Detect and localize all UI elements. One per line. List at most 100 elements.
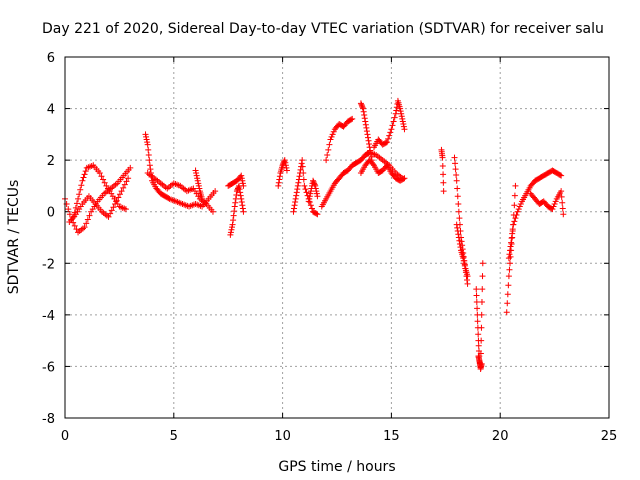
data-point-arc-w — [508, 239, 515, 246]
data-point-arc-v — [558, 172, 565, 179]
data-point-arc-d — [145, 151, 152, 158]
chart-grid — [65, 57, 609, 418]
data-point-arc-q — [440, 179, 447, 186]
data-point-arc-r — [464, 280, 471, 287]
y-tick-label: -4 — [42, 309, 55, 324]
data-point-arc-d — [146, 162, 153, 169]
y-tick-label: 2 — [47, 154, 55, 169]
data-point-arc-f — [196, 185, 203, 192]
data-point-arc-k — [314, 193, 321, 200]
data-point-arc-s — [453, 221, 460, 228]
data-point-arc-i — [281, 158, 288, 165]
data-point-arc-a — [84, 216, 91, 223]
data-point-arc-g — [230, 217, 237, 224]
data-point-arc-r — [455, 200, 462, 207]
data-point-arc-s — [455, 231, 462, 238]
data-point-arc-s — [454, 228, 461, 235]
data-point-arc-s — [464, 273, 471, 280]
data-point-arc-c — [120, 184, 127, 191]
data-point-arc-k — [310, 179, 317, 186]
data-point-arc-w — [506, 247, 513, 254]
data-point-arc-j — [292, 199, 299, 206]
y-axis-label: SDTVAR / TECUs — [6, 180, 22, 295]
data-point-arc-s — [461, 262, 468, 269]
data-point-arc-t — [478, 337, 485, 344]
data-point-arc-b — [81, 171, 88, 178]
data-point-arc-d — [146, 157, 153, 164]
data-point-arc-b — [78, 182, 85, 189]
data-point-arc-g — [233, 191, 240, 198]
data-point-arc-i — [275, 182, 282, 189]
data-point-arc-a — [66, 211, 73, 218]
data-point-arc-o — [397, 108, 404, 115]
data-point-arc-k — [306, 193, 313, 200]
data-point-arc-k — [313, 188, 320, 195]
data-point-arc-v — [506, 260, 513, 267]
data-point-arc-r — [455, 208, 462, 215]
data-point-arc-d — [144, 141, 151, 148]
data-point-arc-s — [454, 224, 461, 231]
data-point-arc-g — [237, 189, 244, 196]
data-point-arc-a — [86, 212, 93, 219]
data-point-arc-x — [558, 188, 565, 195]
data-point-arc-f — [193, 172, 200, 179]
data-point-arc-r — [453, 177, 460, 184]
data-point-arc-o — [399, 118, 406, 125]
data-point-arc-x — [552, 198, 559, 205]
data-point-arc-g — [232, 195, 239, 202]
data-point-arc-k — [306, 195, 313, 202]
data-point-arc-d — [165, 195, 172, 202]
data-point-arc-m — [325, 146, 332, 153]
data-point-arc-t — [475, 331, 482, 338]
data-point-arc-j — [295, 179, 302, 186]
data-point-arc-g — [238, 199, 245, 206]
data-point-arc-n — [357, 100, 364, 107]
data-point-arc-b — [79, 177, 86, 184]
data-point-arc-n — [360, 105, 367, 112]
data-point-arc-n — [365, 134, 372, 141]
data-point-arc-r — [456, 215, 463, 222]
x-tick-label: 10 — [274, 429, 291, 444]
data-point-arc-x — [549, 206, 556, 213]
data-point-arc-i — [282, 159, 289, 166]
data-point-arc-g — [228, 226, 235, 233]
data-point-arc-g — [239, 202, 246, 209]
data-point-arc-a — [65, 206, 72, 213]
data-point-arc-t — [479, 286, 486, 293]
data-point-arc-h — [240, 182, 247, 189]
data-point-arc-f — [192, 167, 199, 174]
data-point-arc-g — [240, 208, 247, 215]
x-axis-label: GPS time / hours — [278, 459, 395, 475]
data-point-arc-b — [76, 191, 83, 198]
data-point-arc-b — [73, 200, 80, 207]
data-point-arc-n — [361, 112, 368, 119]
data-point-arc-w — [507, 243, 514, 250]
data-point-arc-n — [359, 102, 366, 109]
data-point-arc-c — [113, 197, 120, 204]
data-point-arc-v — [514, 208, 521, 215]
data-point-arc-b — [80, 174, 87, 181]
data-point-arc-o — [401, 126, 408, 133]
y-tick-label: 6 — [47, 51, 55, 66]
data-point-arc-j — [302, 186, 309, 193]
data-point-arc-v — [503, 309, 510, 316]
data-point-arc-e — [209, 208, 216, 215]
data-point-arc-s — [456, 240, 463, 247]
data-point-arc-j — [313, 210, 320, 217]
data-point-arc-a — [71, 222, 78, 229]
y-tick-label: -6 — [42, 360, 55, 375]
data-point-arc-k — [311, 180, 318, 187]
data-point-arc-o — [399, 115, 406, 122]
data-point-arc-o — [390, 118, 397, 125]
data-point-arc-d — [144, 139, 151, 146]
data-point-arc-s — [457, 244, 464, 251]
data-point-arc-j — [296, 173, 303, 180]
data-point-arc-t — [475, 342, 482, 349]
data-point-arc-f — [195, 180, 202, 187]
data-point-arc-b — [122, 206, 129, 213]
data-point-arc-t — [473, 292, 480, 299]
data-point-arc-x — [550, 203, 557, 210]
data-point-arc-w — [511, 192, 518, 199]
data-point-arc-o — [387, 129, 394, 136]
